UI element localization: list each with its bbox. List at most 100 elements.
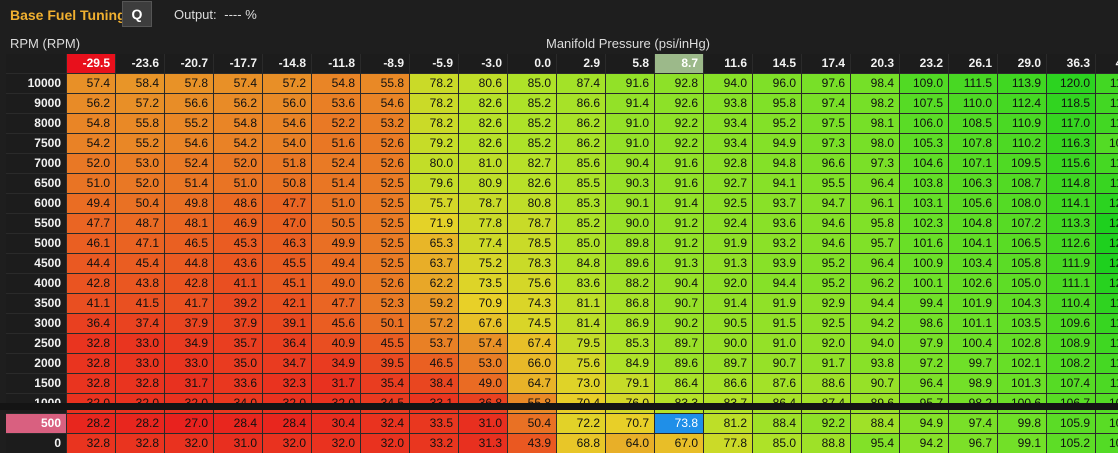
table-cell[interactable]: 95.4 [851,434,899,453]
column-header[interactable]: 0.0 [508,54,556,73]
table-cell[interactable]: 86.6 [704,374,752,393]
column-header[interactable]: -11.8 [312,54,360,73]
table-cell[interactable]: 106.3 [949,174,997,193]
table-cell[interactable]: 78.3 [508,254,556,273]
table-cell[interactable]: 42.8 [165,274,213,293]
table-cell[interactable]: 52.5 [361,254,409,273]
table-cell[interactable]: 90.2 [655,314,703,333]
table-cell[interactable]: 82.6 [459,134,507,153]
table-cell[interactable]: 107.8 [949,134,997,153]
table-cell[interactable]: 54.6 [165,134,213,153]
table-cell[interactable]: 78.5 [508,234,556,253]
row-header-rpm[interactable]: 0 [6,434,66,453]
table-cell[interactable]: 92.7 [704,174,752,193]
table-cell[interactable]: 31.7 [165,374,213,393]
table-cell[interactable]: 91.4 [704,294,752,313]
table-cell[interactable]: 100.4 [949,334,997,353]
table-cell[interactable]: 45.6 [312,314,360,333]
table-cell[interactable]: 36.4 [263,334,311,353]
table-cell[interactable]: 91.7 [802,354,850,373]
table-cell[interactable]: 31.0 [214,434,262,453]
table-cell[interactable]: 94.4 [753,274,801,293]
table-cell[interactable]: 107.4 [1047,374,1095,393]
table-cell[interactable]: 91.9 [753,294,801,313]
table-cell[interactable]: 91.4 [606,94,654,113]
table-cell[interactable]: 121.8 [1096,274,1118,293]
table-cell[interactable]: 37.9 [165,314,213,333]
table-cell[interactable]: 112.4 [1096,354,1118,373]
table-cell[interactable]: 49.0 [459,374,507,393]
table-cell[interactable]: 97.2 [900,354,948,373]
table-cell[interactable]: 96.0 [753,74,801,93]
table-cell[interactable]: 51.0 [214,174,262,193]
table-cell[interactable]: 96.6 [802,154,850,173]
table-cell[interactable]: 39.1 [263,314,311,333]
table-cell[interactable]: 88.4 [851,414,899,433]
table-cell[interactable]: 32.8 [67,374,115,393]
table-cell[interactable]: 97.9 [900,334,948,353]
table-cell[interactable]: 84.8 [557,254,605,273]
table-cell[interactable]: 28.2 [116,414,164,433]
table-cell[interactable]: 91.3 [655,254,703,273]
table-cell[interactable]: 40.9 [312,334,360,353]
table-cell[interactable]: 92.4 [704,214,752,233]
table-cell[interactable]: 116.3 [1047,134,1095,153]
table-cell[interactable]: 75.2 [459,254,507,273]
table-cell[interactable]: 108.2 [1096,434,1118,453]
row-header-rpm[interactable]: 4500 [6,254,66,273]
table-cell[interactable]: 97.4 [949,414,997,433]
row-header-rpm[interactable]: 3000 [6,314,66,333]
column-header[interactable]: -29.5 [67,54,115,73]
table-cell[interactable]: 124.4 [1096,254,1118,273]
table-cell[interactable]: 88.6 [802,374,850,393]
table-cell[interactable]: 49.0 [312,274,360,293]
table-cell[interactable]: 54.8 [312,74,360,93]
table-cell[interactable]: 108.7 [998,174,1046,193]
table-cell[interactable]: 94.6 [802,234,850,253]
table-cell[interactable]: 95.2 [802,274,850,293]
table-cell[interactable]: 45.3 [214,234,262,253]
table-cell[interactable]: 92.0 [704,274,752,293]
table-cell[interactable]: 87.4 [557,74,605,93]
table-cell[interactable]: 99.8 [998,414,1046,433]
column-header[interactable]: 2.9 [557,54,605,73]
table-cell[interactable]: 32.0 [361,434,409,453]
table-cell[interactable]: 94.0 [851,334,899,353]
table-cell[interactable]: 81.4 [557,314,605,333]
table-cell[interactable]: 50.1 [361,314,409,333]
table-cell[interactable]: 86.9 [606,314,654,333]
table-cell[interactable]: 78.2 [410,74,458,93]
table-cell[interactable]: 109.0 [900,74,948,93]
table-cell[interactable]: 56.0 [263,94,311,113]
table-cell[interactable]: 79.6 [410,174,458,193]
table-cell[interactable]: 55.2 [116,134,164,153]
table-cell[interactable]: 79.5 [557,334,605,353]
table-cell[interactable]: 57.4 [214,74,262,93]
table-cell[interactable]: 33.2 [410,434,458,453]
table-cell[interactable]: 54.8 [67,114,115,133]
table-cell[interactable]: 46.9 [214,214,262,233]
table-cell[interactable]: 86.2 [557,134,605,153]
table-cell[interactable]: 120.4 [1096,194,1118,213]
table-cell[interactable]: 49.4 [312,254,360,273]
table-cell[interactable]: 111.1 [1047,274,1095,293]
table-cell[interactable]: 80.0 [410,154,458,173]
column-header[interactable]: -14.8 [263,54,311,73]
table-cell[interactable]: 98.4 [851,74,899,93]
table-cell[interactable]: 106.4 [1096,414,1118,433]
table-cell[interactable]: 95.5 [802,174,850,193]
table-cell[interactable]: 93.8 [851,354,899,373]
table-cell[interactable]: 86.8 [606,294,654,313]
table-cell[interactable]: 110.2 [998,134,1046,153]
table-cell[interactable]: 95.2 [802,254,850,273]
table-cell[interactable]: 92.6 [655,94,703,113]
table-cell[interactable]: 43.9 [508,434,556,453]
table-cell[interactable]: 113.4 [1096,74,1118,93]
table-cell[interactable]: 90.4 [655,274,703,293]
table-cell[interactable]: 99.4 [900,294,948,313]
table-cell[interactable]: 94.8 [753,154,801,173]
table-cell[interactable]: 97.5 [802,114,850,133]
row-header-rpm[interactable]: 8000 [6,114,66,133]
table-cell[interactable]: 33.0 [116,334,164,353]
table-cell[interactable]: 91.6 [655,154,703,173]
